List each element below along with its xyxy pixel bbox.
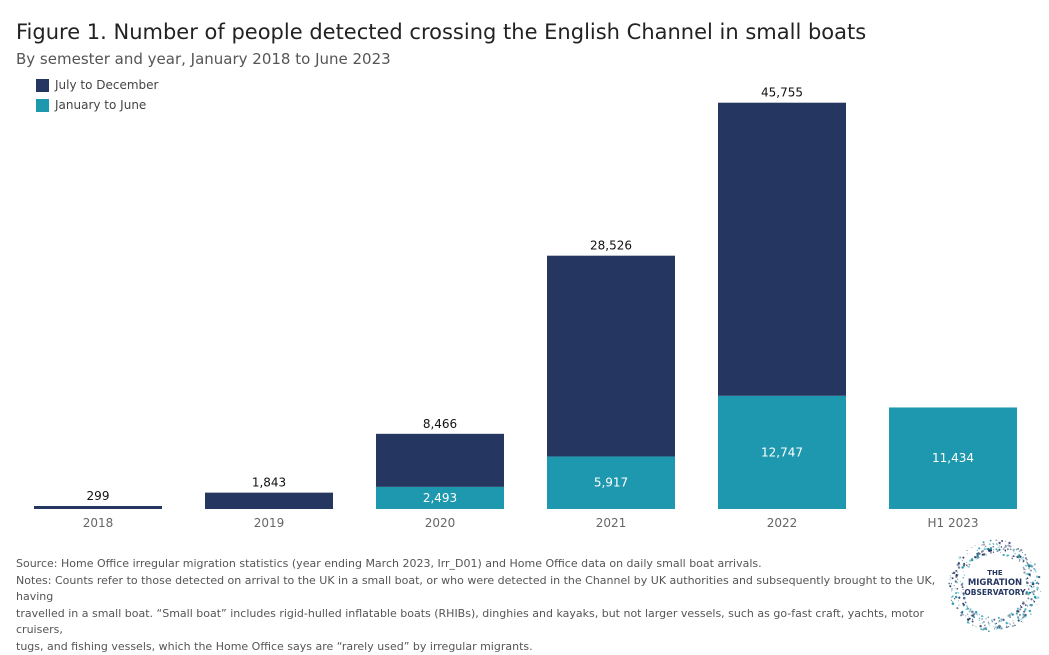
bar-value-label-january-june-h1-2023: 11,434 (932, 451, 974, 465)
bar-july-december-2018 (34, 506, 162, 509)
bar-chart: 299 2018 1,843 2019 2,493 8,466 2020 5,917 28,52… (0, 0, 1049, 540)
notes-text-line2: travelled in a small boat. “Small boat” … (16, 606, 936, 639)
x-tick-label-2020: 2020 (425, 516, 456, 530)
bar-value-label-january-june-2021: 5,917 (594, 476, 628, 490)
logo-text-migration: MIGRATION (968, 578, 1022, 588)
notes-text-line1: Notes: Counts refer to those detected on… (16, 573, 936, 606)
bar-value-label-january-june-2020: 2,493 (423, 491, 457, 505)
bar-total-label-2019: 1,843 (252, 476, 286, 490)
x-tick-label-2019: 2019 (254, 516, 285, 530)
bar-july-december-2019 (205, 493, 333, 509)
bar-july-december-2020 (376, 434, 504, 487)
logo-text-observatory: OBSERVATORY (964, 588, 1026, 597)
x-tick-label-2021: 2021 (596, 516, 627, 530)
x-tick-label-h1-2023: H1 2023 (927, 516, 978, 530)
bar-july-december-2021 (547, 256, 675, 457)
bar-july-december-2022 (718, 103, 846, 396)
logo-text-the: THE (987, 569, 1003, 577)
bar-total-label-2021: 28,526 (590, 239, 632, 253)
bar-total-label-2020: 8,466 (423, 417, 457, 431)
source-text: Source: Home Office irregular migration … (16, 556, 936, 573)
x-tick-label-2022: 2022 (767, 516, 798, 530)
migration-observatory-logo: THE MIGRATION OBSERVATORY (948, 539, 1042, 633)
x-tick-label-2018: 2018 (83, 516, 114, 530)
notes-block: Source: Home Office irregular migration … (16, 556, 936, 655)
bar-total-label-2022: 45,755 (761, 86, 803, 100)
bar-value-label-january-june-2022: 12,747 (761, 445, 803, 459)
bar-total-label-2018: 299 (87, 489, 110, 503)
notes-text-line3: tugs, and fishing vessels, which the Hom… (16, 639, 936, 655)
